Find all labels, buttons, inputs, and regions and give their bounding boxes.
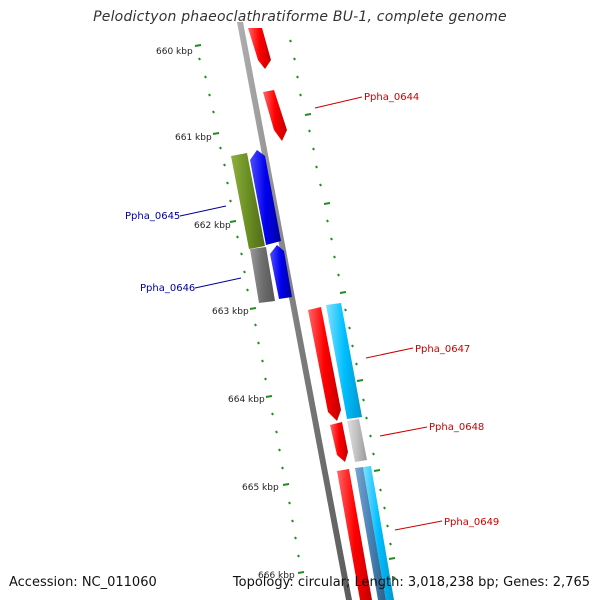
cog-box-ppha-0648[interactable] xyxy=(347,419,367,462)
cds-ppha-0647[interactable] xyxy=(308,307,341,421)
kbp-label: 662 kbp xyxy=(194,221,231,231)
right-tick-track xyxy=(289,39,396,580)
kbp-label: 660 kbp xyxy=(156,47,193,57)
gene-label-ppha-0648[interactable]: Ppha_0648 xyxy=(429,422,484,433)
cds-ppha-0646[interactable] xyxy=(270,245,292,299)
cds-ppha-0649[interactable] xyxy=(337,469,372,600)
topology-info: Topology: circular; Length: 3,018,238 bp… xyxy=(232,575,590,590)
gene-label-ppha-0644[interactable]: Ppha_0644 xyxy=(364,92,419,103)
kbp-label: 661 kbp xyxy=(175,133,212,143)
kbp-label: 666 kbp xyxy=(258,571,295,581)
gene-label-ppha-0646[interactable]: Ppha_0646 xyxy=(140,283,195,294)
leader-line-ppha-0644 xyxy=(314,96,363,109)
left-tick-track xyxy=(194,44,305,574)
accession-info: Accession: NC_011060 xyxy=(9,575,157,590)
kbp-label: 663 kbp xyxy=(212,307,249,317)
leader-line-ppha-0648 xyxy=(379,426,428,437)
leader-line-ppha-0645 xyxy=(179,205,227,217)
cds-ppha-0645[interactable] xyxy=(250,150,281,245)
cog-box-ppha-0649-steel[interactable] xyxy=(355,467,386,600)
cds-ppha-0648[interactable] xyxy=(330,422,348,462)
gene-label-ppha-0647[interactable]: Ppha_0647 xyxy=(415,344,470,355)
gene-label-ppha-0649[interactable]: Ppha_0649 xyxy=(444,517,499,528)
cog-box-ppha-0646[interactable] xyxy=(250,247,275,303)
kbp-label: 664 kbp xyxy=(228,395,265,405)
cds-ppha-0644[interactable] xyxy=(263,90,287,141)
kbp-label: 665 kbp xyxy=(242,483,279,493)
cds-plus-top[interactable] xyxy=(248,28,271,69)
leader-line-ppha-0646 xyxy=(194,277,242,289)
leader-line-ppha-0649 xyxy=(394,520,443,531)
cog-box-ppha-0647[interactable] xyxy=(326,303,362,419)
cog-box-ppha-0645[interactable] xyxy=(231,153,265,249)
cog-box-ppha-0649-cyan[interactable] xyxy=(363,466,394,600)
genome-title: Pelodictyon phaeoclathratiforme BU-1, co… xyxy=(93,9,507,25)
gene-label-ppha-0645[interactable]: Ppha_0645 xyxy=(125,211,180,222)
leader-line-ppha-0647 xyxy=(365,347,414,359)
